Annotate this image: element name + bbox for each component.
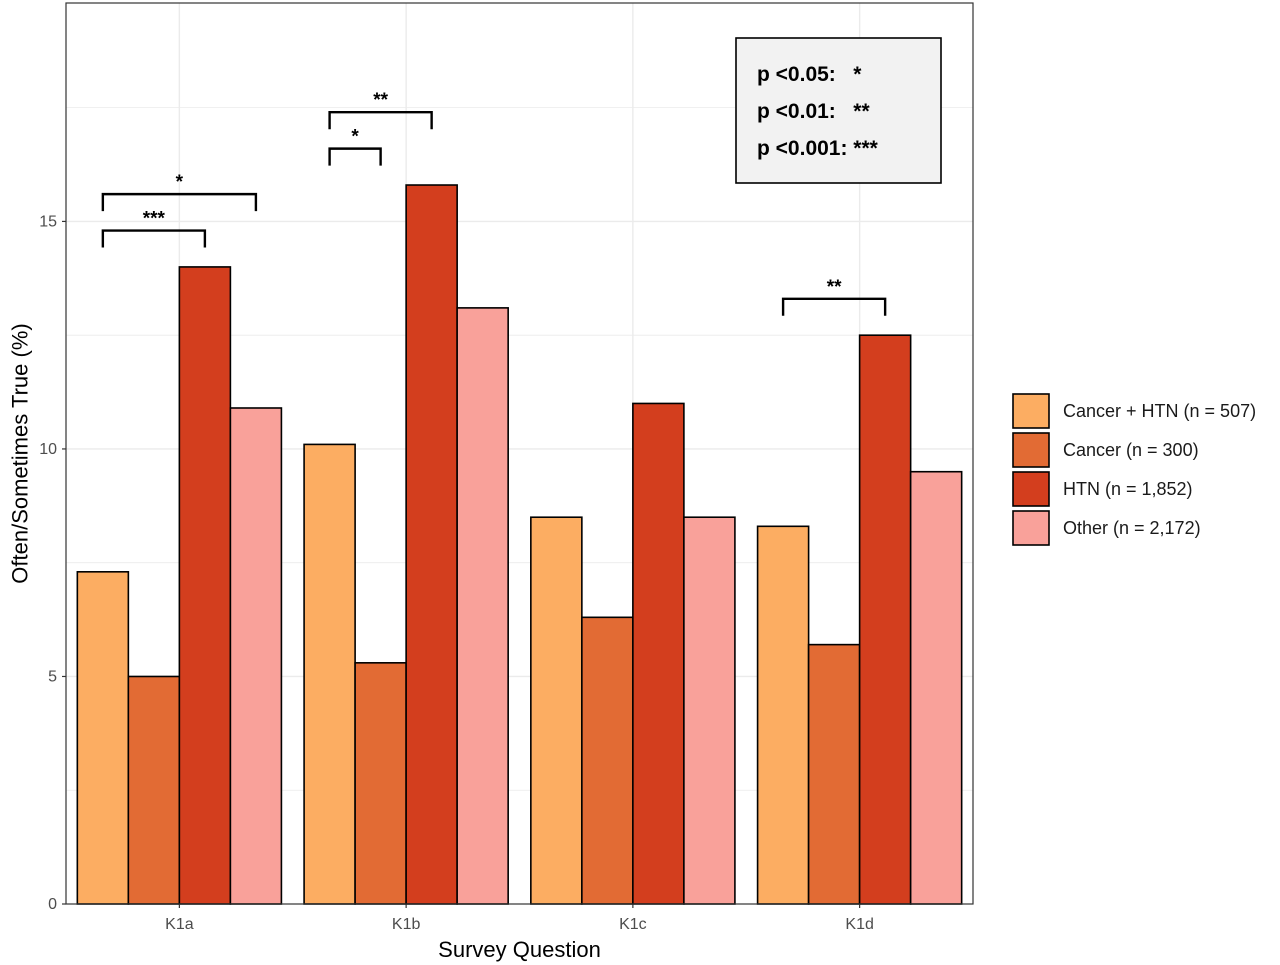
significance-bracket xyxy=(781,297,887,316)
bar xyxy=(756,525,810,905)
bar xyxy=(530,516,583,905)
y-axis-title: Often/Sometimes True (%) xyxy=(8,323,33,583)
y-tick-label: 10 xyxy=(39,441,57,458)
bar xyxy=(858,334,912,905)
significance-key: p <0.05: * p <0.01: ** p <0.001: *** xyxy=(735,37,942,184)
bar xyxy=(405,184,458,905)
bar xyxy=(354,662,407,905)
bar xyxy=(229,407,283,905)
legend-label: Cancer + HTN (n = 507) xyxy=(1063,401,1256,421)
x-tick-label: K1d xyxy=(845,916,873,933)
legend-label: Other (n = 2,172) xyxy=(1063,518,1201,538)
significance-brackets: ********* xyxy=(101,90,887,316)
significance-key-line: p <0.01: ** xyxy=(757,100,870,123)
legend-label: Cancer (n = 300) xyxy=(1063,440,1199,460)
x-axis-title: Survey Question xyxy=(438,937,601,962)
x-tick-label: K1c xyxy=(619,916,647,933)
y-tick-label: 5 xyxy=(48,668,57,685)
bar xyxy=(456,307,509,905)
significance-key-line: p <0.05: * xyxy=(757,63,862,86)
legend-swatch xyxy=(1012,510,1050,546)
y-tick-label: 0 xyxy=(48,896,57,913)
significance-bracket xyxy=(101,192,258,212)
significance-bracket xyxy=(328,147,382,166)
bar xyxy=(909,470,963,905)
legend-swatch xyxy=(1012,432,1050,468)
axes: 0 5 10 15 K1a K1b K1c K1d xyxy=(39,213,874,933)
legend: Cancer + HTN (n = 507) Cancer (n = 300) HT… xyxy=(1012,393,1256,546)
bar xyxy=(127,675,181,905)
bar xyxy=(178,266,232,905)
significance-label: * xyxy=(176,172,184,193)
plot-panel-border xyxy=(65,2,974,905)
significance-bracket xyxy=(101,229,207,248)
legend-label: HTN (n = 1,852) xyxy=(1063,479,1193,499)
x-tick-label: K1a xyxy=(165,916,194,933)
bar xyxy=(807,643,861,905)
significance-bracket xyxy=(328,111,433,130)
significance-label: ** xyxy=(373,90,388,111)
bar xyxy=(581,616,634,905)
significance-key-line: p <0.001: *** xyxy=(757,137,879,160)
significance-label: ** xyxy=(827,277,842,298)
bars xyxy=(76,184,963,905)
legend-swatch xyxy=(1012,471,1050,507)
significance-label: *** xyxy=(143,209,166,230)
bar xyxy=(303,443,356,905)
significance-key-box xyxy=(735,37,942,184)
bar xyxy=(632,402,685,905)
x-tick-label: K1b xyxy=(392,916,421,933)
bar xyxy=(683,516,736,905)
significance-label: * xyxy=(351,127,359,148)
legend-swatch xyxy=(1012,393,1050,429)
y-tick-label: 15 xyxy=(39,213,57,230)
bar xyxy=(76,571,130,905)
